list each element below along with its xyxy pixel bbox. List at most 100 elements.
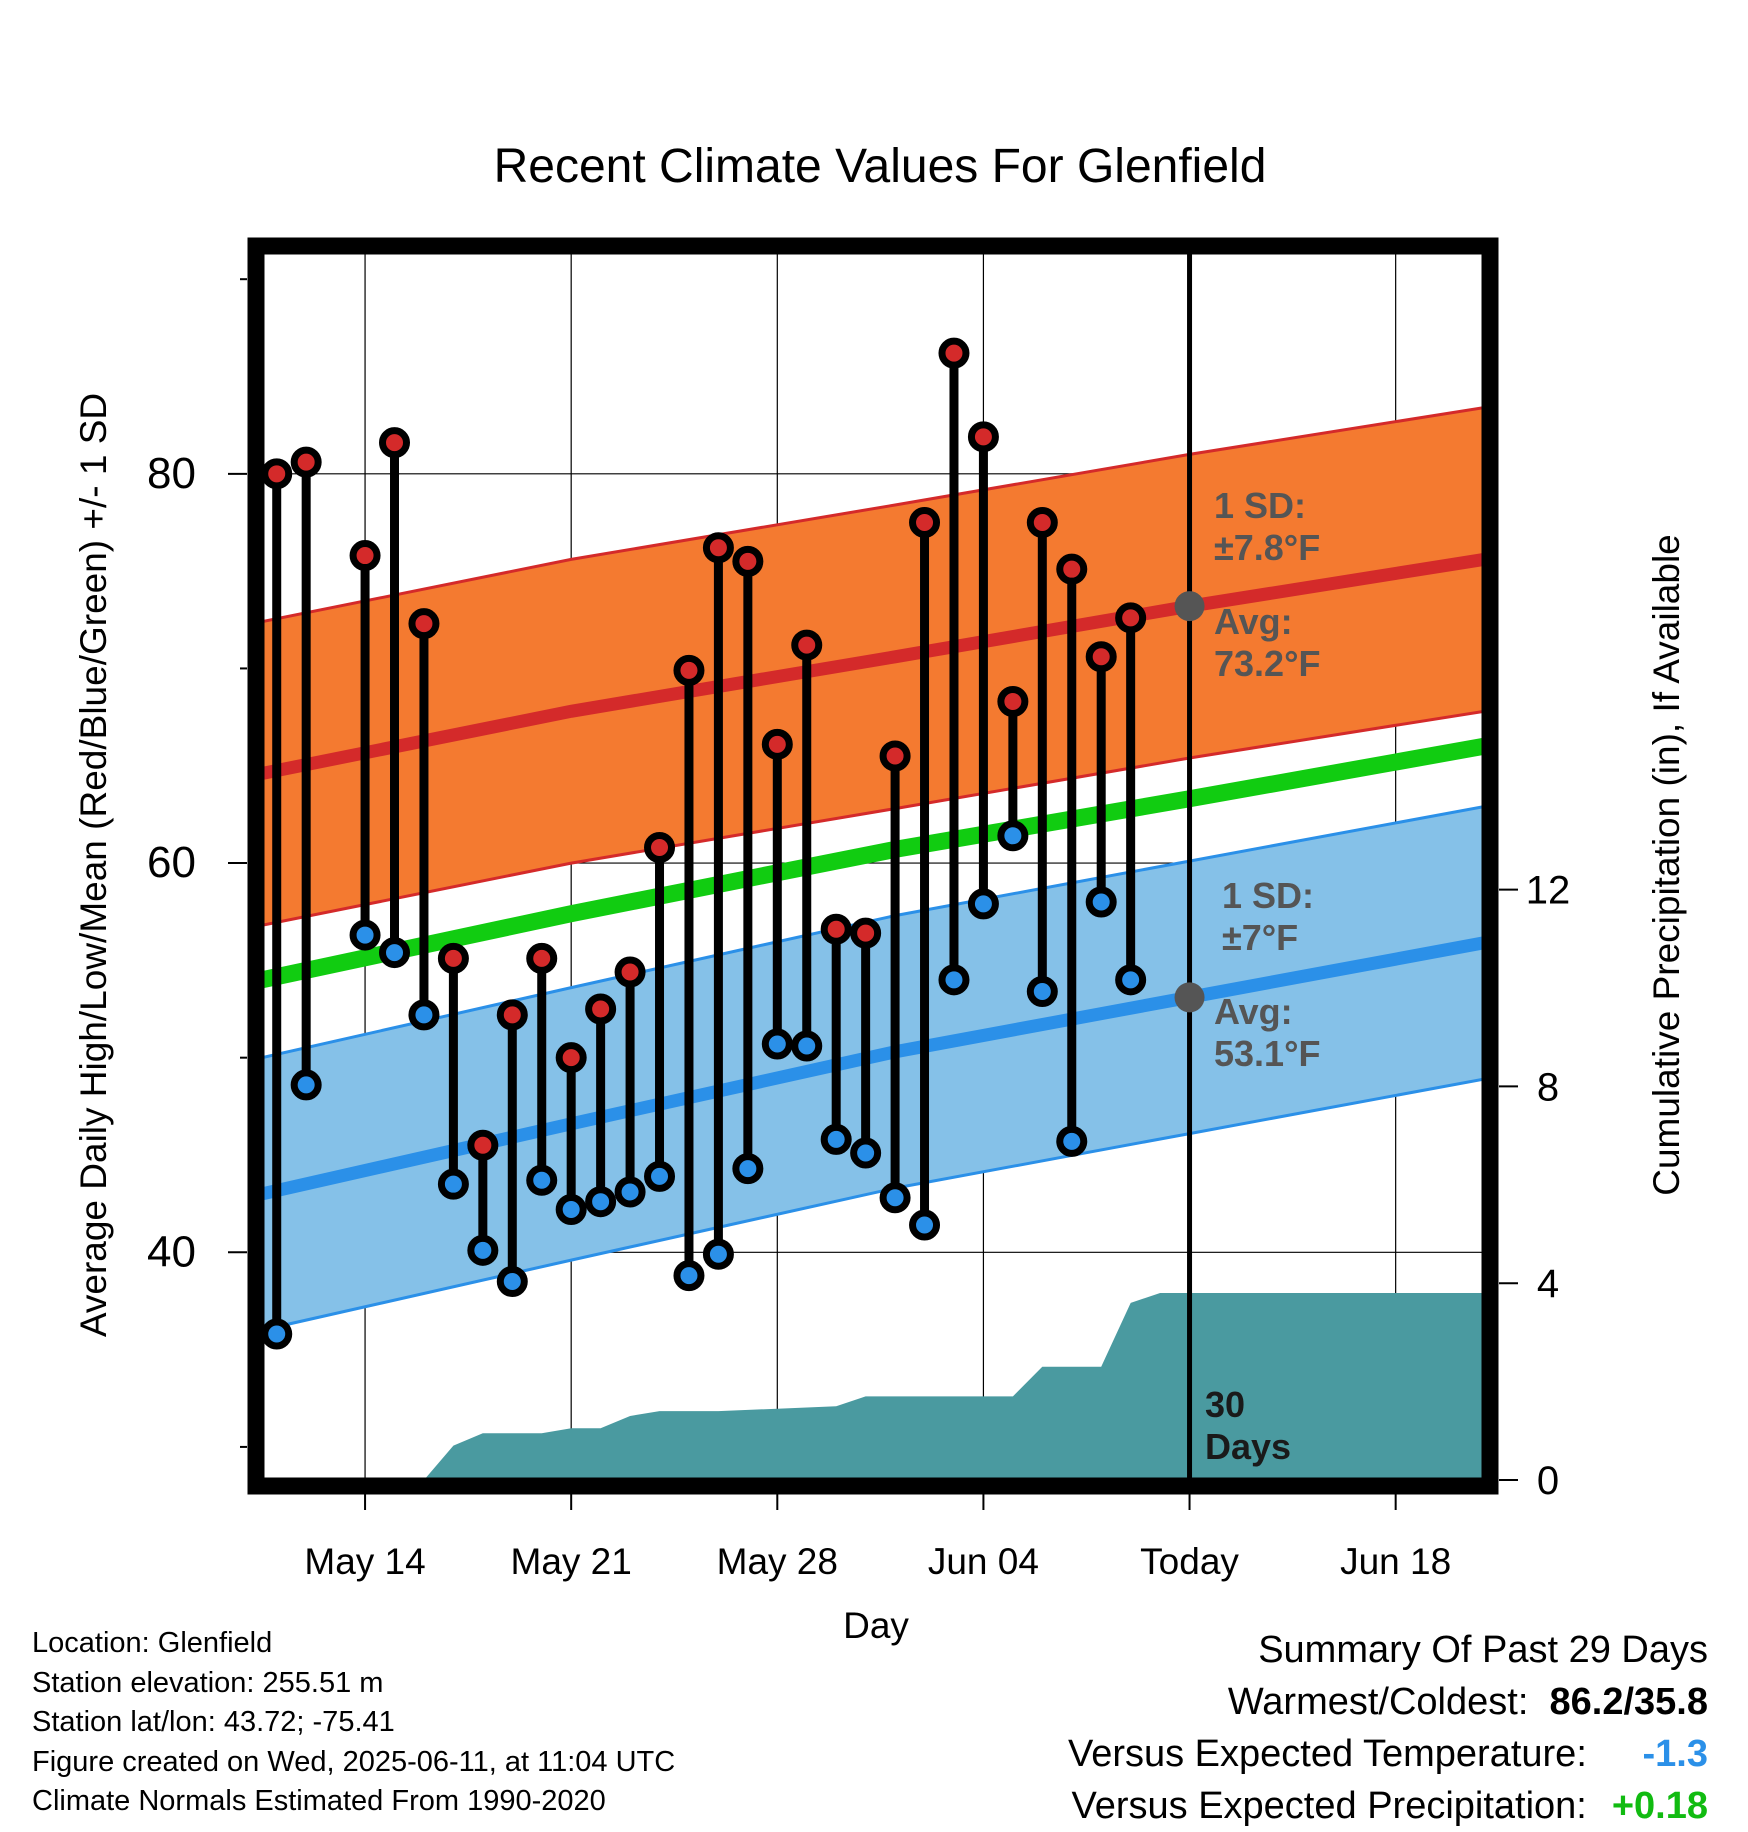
daily-low-point-2025-05-26 — [702, 1238, 734, 1270]
plot-frame — [247, 237, 1499, 1495]
daily-low-point-2025-05-14 — [349, 919, 381, 951]
daily-high-point-2025-06-05 — [997, 686, 1029, 718]
daily-high-point-2025-05-24 — [644, 831, 676, 863]
precip-area — [262, 1293, 1484, 1480]
daily-low-point-2025-06-04 — [967, 888, 999, 920]
daily-high-point-2025-05-12 — [290, 446, 322, 478]
y-right-tick-label-0: 0 — [1537, 1459, 1559, 1503]
high-sd-label: 1 SD: — [1214, 485, 1306, 526]
high-avg-value: 73.2°F — [1214, 643, 1320, 684]
station-info: Location: Glenfield Station elevation: 2… — [32, 1624, 675, 1822]
y-axis-label-left: Average Daily High/Low/Mean (Red/Blue/Gr… — [73, 393, 114, 1337]
daily-high-point-2025-05-30 — [820, 913, 852, 945]
y-right-tick-label-2: 8 — [1537, 1065, 1559, 1109]
daily-high-point-2025-05-14 — [349, 540, 381, 572]
axes: May 14 May 21 May 28 Jun 04 Today Jun 18 40 60 8… — [147, 278, 1571, 1582]
warmest-value: 86.2/35.8 — [1549, 1681, 1708, 1723]
daily-low-point-2025-05-23 — [614, 1176, 646, 1208]
y-left-tick-label-2: 80 — [147, 449, 196, 498]
low-avg-value: 53.1°F — [1214, 1033, 1320, 1074]
daily-high-point-2025-05-19 — [496, 999, 528, 1031]
daily-low-point-2025-05-20 — [526, 1164, 558, 1196]
daily-low-point-2025-06-08 — [1085, 886, 1117, 918]
low-sd-label: 1 SD: — [1222, 875, 1314, 916]
daily-high-point-2025-05-25 — [673, 654, 705, 686]
daily-low-point-2025-05-15 — [379, 937, 411, 969]
x-tick-label-5: Jun 18 — [1340, 1541, 1451, 1582]
high-sd-value: ±7.8°F — [1214, 527, 1320, 568]
daily-high-point-2025-06-09 — [1115, 602, 1147, 634]
daily-low-point-2025-05-27 — [732, 1153, 764, 1185]
daily-high-point-2025-05-22 — [585, 993, 617, 1025]
avg-high-line — [262, 552, 1484, 780]
daily-high-point-2025-06-03 — [938, 337, 970, 369]
daily-high-point-2025-05-17 — [437, 942, 469, 974]
high-band-upper-edge — [262, 406, 1484, 624]
x-tick-label-0: May 14 — [304, 1541, 425, 1582]
temp-label: Versus Expected Temperature: — [1067, 1733, 1587, 1775]
created-text: Figure created on Wed, 2025-06-11, at 11… — [32, 1745, 676, 1778]
summary-warmest-row: Warmest/Coldest: 86.2/35.8 — [1068, 1676, 1708, 1728]
daily-high-point-2025-05-16 — [408, 608, 440, 640]
daily-high-point-2025-06-08 — [1085, 641, 1117, 673]
x-tick-label-3: Jun 04 — [928, 1541, 1039, 1582]
low-avg-label: Avg: — [1214, 991, 1293, 1032]
temp-value: -1.3 — [1642, 1733, 1708, 1775]
daily-low-point-2025-06-09 — [1115, 964, 1147, 996]
normals-note-text: Climate Normals Estimated From 1990-2020 — [32, 1785, 606, 1817]
daily-low-point-2025-06-05 — [997, 820, 1029, 852]
daily-high-point-2025-05-15 — [379, 427, 411, 459]
precip-label: Versus Expected Precipitation: — [1071, 1785, 1587, 1827]
location-text: Location: Glenfield — [32, 1627, 273, 1659]
summary-precip-row: Versus Expected Precipitation: +0.18 — [1068, 1780, 1708, 1832]
annotations: 1 SD: ±7.8°F Avg: 73.2°F 1 SD: ±7°F Avg:… — [1205, 485, 1320, 1467]
daily-low-point-2025-05-19 — [496, 1265, 528, 1297]
y-right-tick-label-3: 12 — [1526, 869, 1571, 913]
x-tick-label-2: May 28 — [717, 1541, 838, 1582]
daily-low-point-2025-05-12 — [290, 1069, 322, 1101]
daily-low-point-2025-05-11 — [262, 1318, 293, 1350]
summary-temp-row: Versus Expected Temperature: -1.3 — [1068, 1728, 1708, 1780]
cumulative-precip-area — [262, 1293, 1484, 1480]
daily-high-point-2025-06-02 — [909, 506, 941, 538]
y-left-tick-label-0: 40 — [147, 1227, 196, 1276]
chart-title: Recent Climate Values For Glenfield — [494, 140, 1267, 193]
daily-low-point-2025-06-07 — [1056, 1125, 1088, 1157]
low-sd-value: ±7°F — [1222, 917, 1298, 958]
days-count: 30 — [1205, 1384, 1245, 1425]
daily-low-point-2025-06-01 — [879, 1182, 911, 1214]
days-word: Days — [1205, 1426, 1291, 1467]
daily-low-point-2025-05-24 — [644, 1160, 676, 1192]
daily-low-point-2025-05-29 — [791, 1030, 823, 1062]
daily-high-point-2025-05-28 — [761, 728, 793, 760]
daily-high-point-2025-05-20 — [526, 942, 558, 974]
x-tick-label-1: May 21 — [511, 1541, 632, 1582]
daily-low-point-2025-05-30 — [820, 1123, 852, 1155]
daily-low-point-2025-05-22 — [585, 1186, 617, 1218]
y-left-tick-label-1: 60 — [147, 838, 196, 887]
daily-high-point-2025-06-06 — [1026, 506, 1058, 538]
daily-high-point-2025-05-11 — [262, 458, 293, 490]
daily-high-point-2025-05-23 — [614, 956, 646, 988]
y-axis-label-right: Cumulative Precipitation (in), If Availa… — [1646, 534, 1687, 1196]
daily-low-point-2025-06-03 — [938, 964, 970, 996]
x-tick-label-4: Today — [1140, 1541, 1239, 1582]
daily-low-point-2025-05-28 — [761, 1028, 793, 1060]
today-low-avg-marker — [1174, 982, 1205, 1013]
daily-high-point-2025-06-04 — [967, 421, 999, 453]
warmest-label: Warmest/Coldest: — [1227, 1681, 1529, 1723]
daily-high-point-2025-05-31 — [850, 917, 882, 949]
daily-low-point-2025-05-18 — [467, 1234, 499, 1266]
daily-high-point-2025-06-07 — [1056, 553, 1088, 585]
daily-low-point-2025-06-02 — [909, 1209, 941, 1241]
daily-low-point-2025-05-31 — [850, 1137, 882, 1169]
high-avg-label: Avg: — [1214, 601, 1293, 642]
elevation-text: Station elevation: 255.51 m — [32, 1666, 384, 1699]
daily-high-point-2025-06-01 — [879, 740, 911, 772]
daily-high-point-2025-05-21 — [555, 1042, 587, 1074]
x-axis-label: Day — [843, 1605, 909, 1646]
daily-low-point-2025-05-16 — [408, 999, 440, 1031]
daily-high-point-2025-05-26 — [702, 532, 734, 564]
daily-low-point-2025-05-21 — [555, 1193, 587, 1225]
